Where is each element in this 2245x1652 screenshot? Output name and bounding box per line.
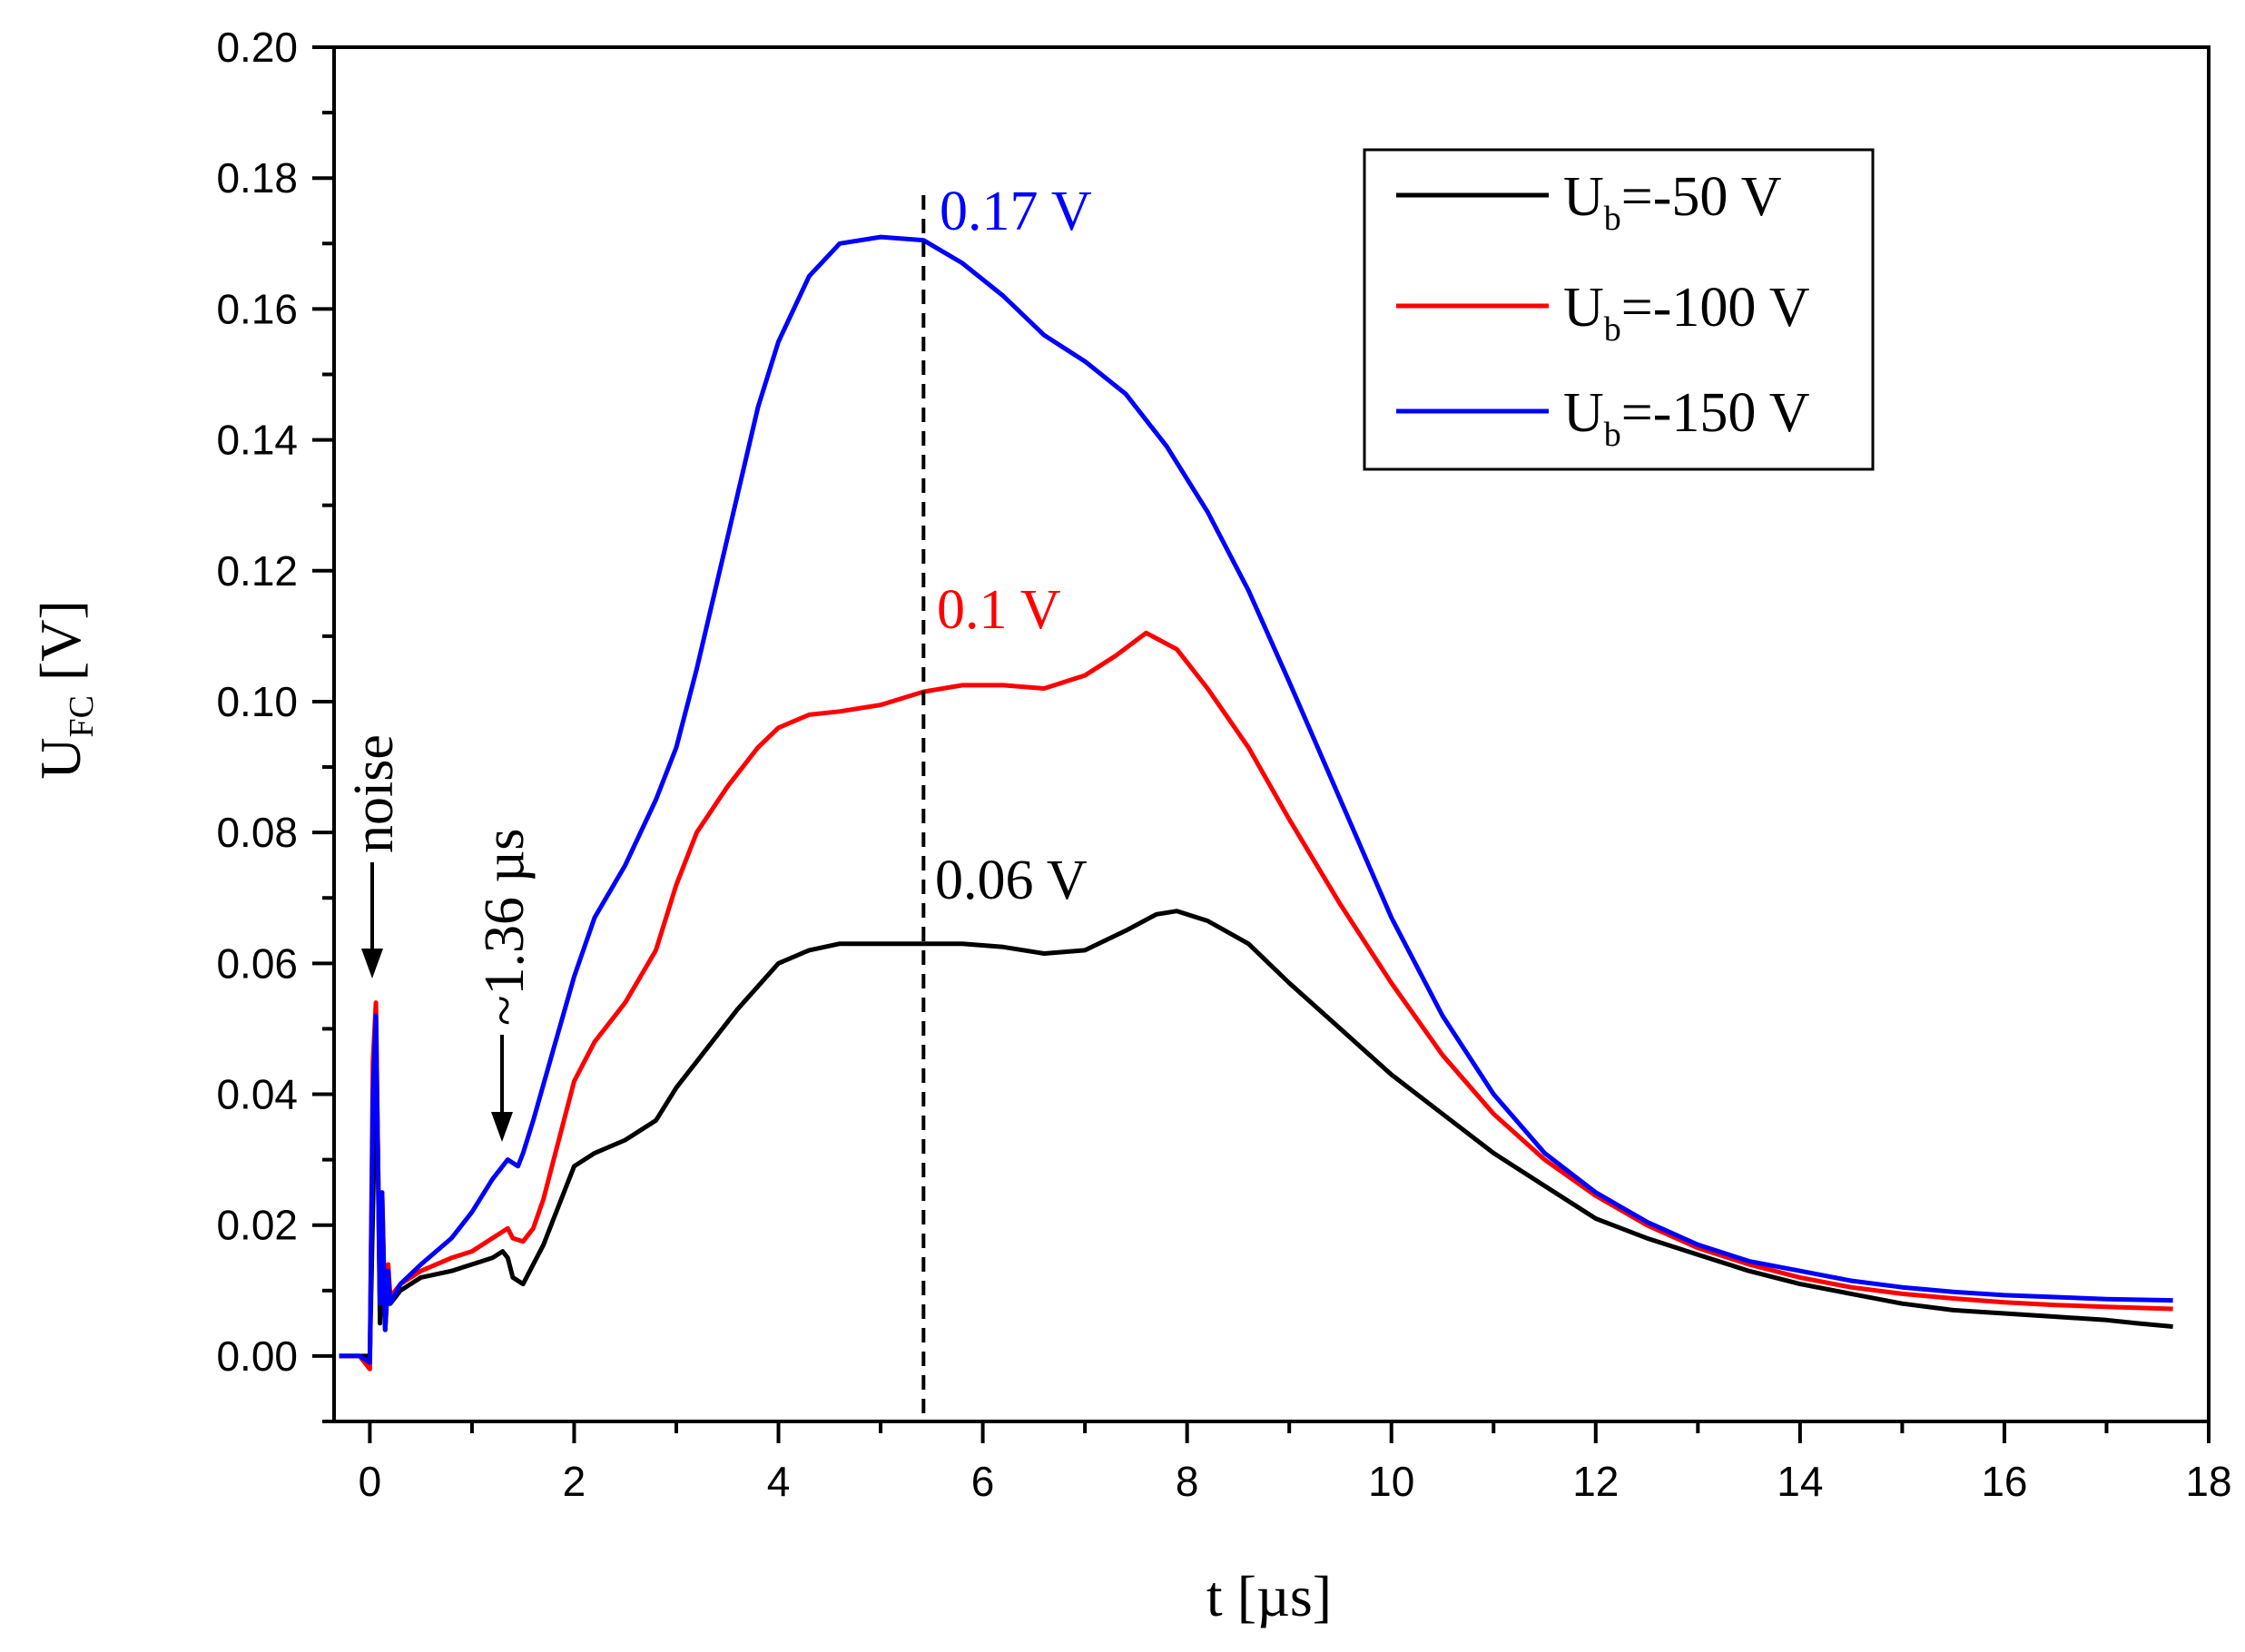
svg-text:UFC [V]: UFC [V] xyxy=(28,600,101,780)
annotation-peak-blue: 0.17 V xyxy=(940,181,1092,242)
x-tick-label: 8 xyxy=(1176,1458,1199,1505)
y-tick-label: 0.02 xyxy=(216,1202,298,1249)
x-tick-label: 0 xyxy=(359,1458,382,1505)
y-axis-title-sub: FC xyxy=(63,695,101,737)
y-tick-label: 0.04 xyxy=(216,1071,298,1118)
legend-item-ub-100: Ub=-100 V xyxy=(1396,277,1810,349)
x-tick-label: 2 xyxy=(563,1458,586,1505)
y-tick-label: 0.10 xyxy=(216,678,298,725)
y-axis-title-unit: [V] xyxy=(28,600,93,681)
x-tick-label: 14 xyxy=(1777,1458,1823,1505)
x-tick-label: 4 xyxy=(767,1458,791,1505)
y-tick-label: 0.18 xyxy=(216,154,298,202)
annotation-peak-red: 0.1 V xyxy=(937,579,1061,641)
legend-item-ub-50: Ub=-50 V xyxy=(1396,166,1782,238)
x-tick-label: 16 xyxy=(1981,1458,2027,1505)
legend-label-ub-100-sub: b xyxy=(1604,310,1621,349)
series-line-1 xyxy=(339,630,2173,1372)
y-axis-title-unit-spacer xyxy=(28,681,93,695)
plot-area-frame xyxy=(332,45,2211,1423)
svg-text:Ub=-150 V: Ub=-150 V xyxy=(1563,382,1810,454)
y-tick-label: 0.00 xyxy=(216,1332,298,1380)
svg-text:Ub=-100 V: Ub=-100 V xyxy=(1563,277,1810,349)
legend: Ub=-50 V Ub=-100 V Ub=-150 V xyxy=(1363,148,1875,471)
y-tick-label: 0.08 xyxy=(216,809,298,856)
y-tick-label: 0.12 xyxy=(216,547,298,595)
x-tick-label: 12 xyxy=(1572,1458,1619,1505)
curves-layer xyxy=(339,234,2173,1372)
legend-label-ub-150-main: U xyxy=(1563,382,1604,444)
legend-label-ub-150-sub: b xyxy=(1604,416,1621,454)
y-axis-title-main: U xyxy=(28,738,93,780)
legend-label-ub-50-sub: b xyxy=(1604,200,1621,238)
x-tick-label: 6 xyxy=(971,1458,995,1505)
noise-arrow xyxy=(361,862,383,978)
legend-box xyxy=(1363,148,1875,471)
time-marker-arrow xyxy=(491,1035,513,1142)
y-tick-label: 0.16 xyxy=(216,285,298,332)
series-line-2 xyxy=(339,234,2173,1365)
y-axis-title: UFC [V] xyxy=(28,600,101,780)
legend-label-ub-50-main: U xyxy=(1563,166,1604,228)
x-axis-ticks: 0 2 4 6 8 10 12 14 16 18 xyxy=(359,1421,2232,1505)
legend-label-ub-100-rest: =-100 V xyxy=(1621,277,1810,339)
x-tick-label: 18 xyxy=(2185,1458,2231,1505)
annotation-peak-black: 0.06 V xyxy=(935,850,1088,911)
legend-label-ub-50-rest: =-50 V xyxy=(1621,166,1782,228)
y-axis-ticks: 0.00 0.02 0.04 0.06 0.08 0.10 0.12 0.14 0.16 0.18… xyxy=(216,24,334,1423)
legend-label-ub-150-rest: =-150 V xyxy=(1621,382,1810,444)
svg-text:Ub=-50 V: Ub=-50 V xyxy=(1563,166,1782,238)
y-tick-label: 0.20 xyxy=(216,24,298,71)
legend-item-ub-150: Ub=-150 V xyxy=(1396,382,1810,454)
annotation-noise: noise xyxy=(343,734,405,853)
legend-label-ub-100-main: U xyxy=(1563,277,1604,339)
x-axis-title: t [µs] xyxy=(1206,1564,1332,1628)
x-tick-label: 10 xyxy=(1368,1458,1414,1505)
annotation-time-marker: ~1.36 µs xyxy=(474,829,536,1026)
y-tick-label: 0.06 xyxy=(216,939,298,987)
series-line-0 xyxy=(339,909,2173,1359)
y-tick-label: 0.14 xyxy=(216,417,298,464)
